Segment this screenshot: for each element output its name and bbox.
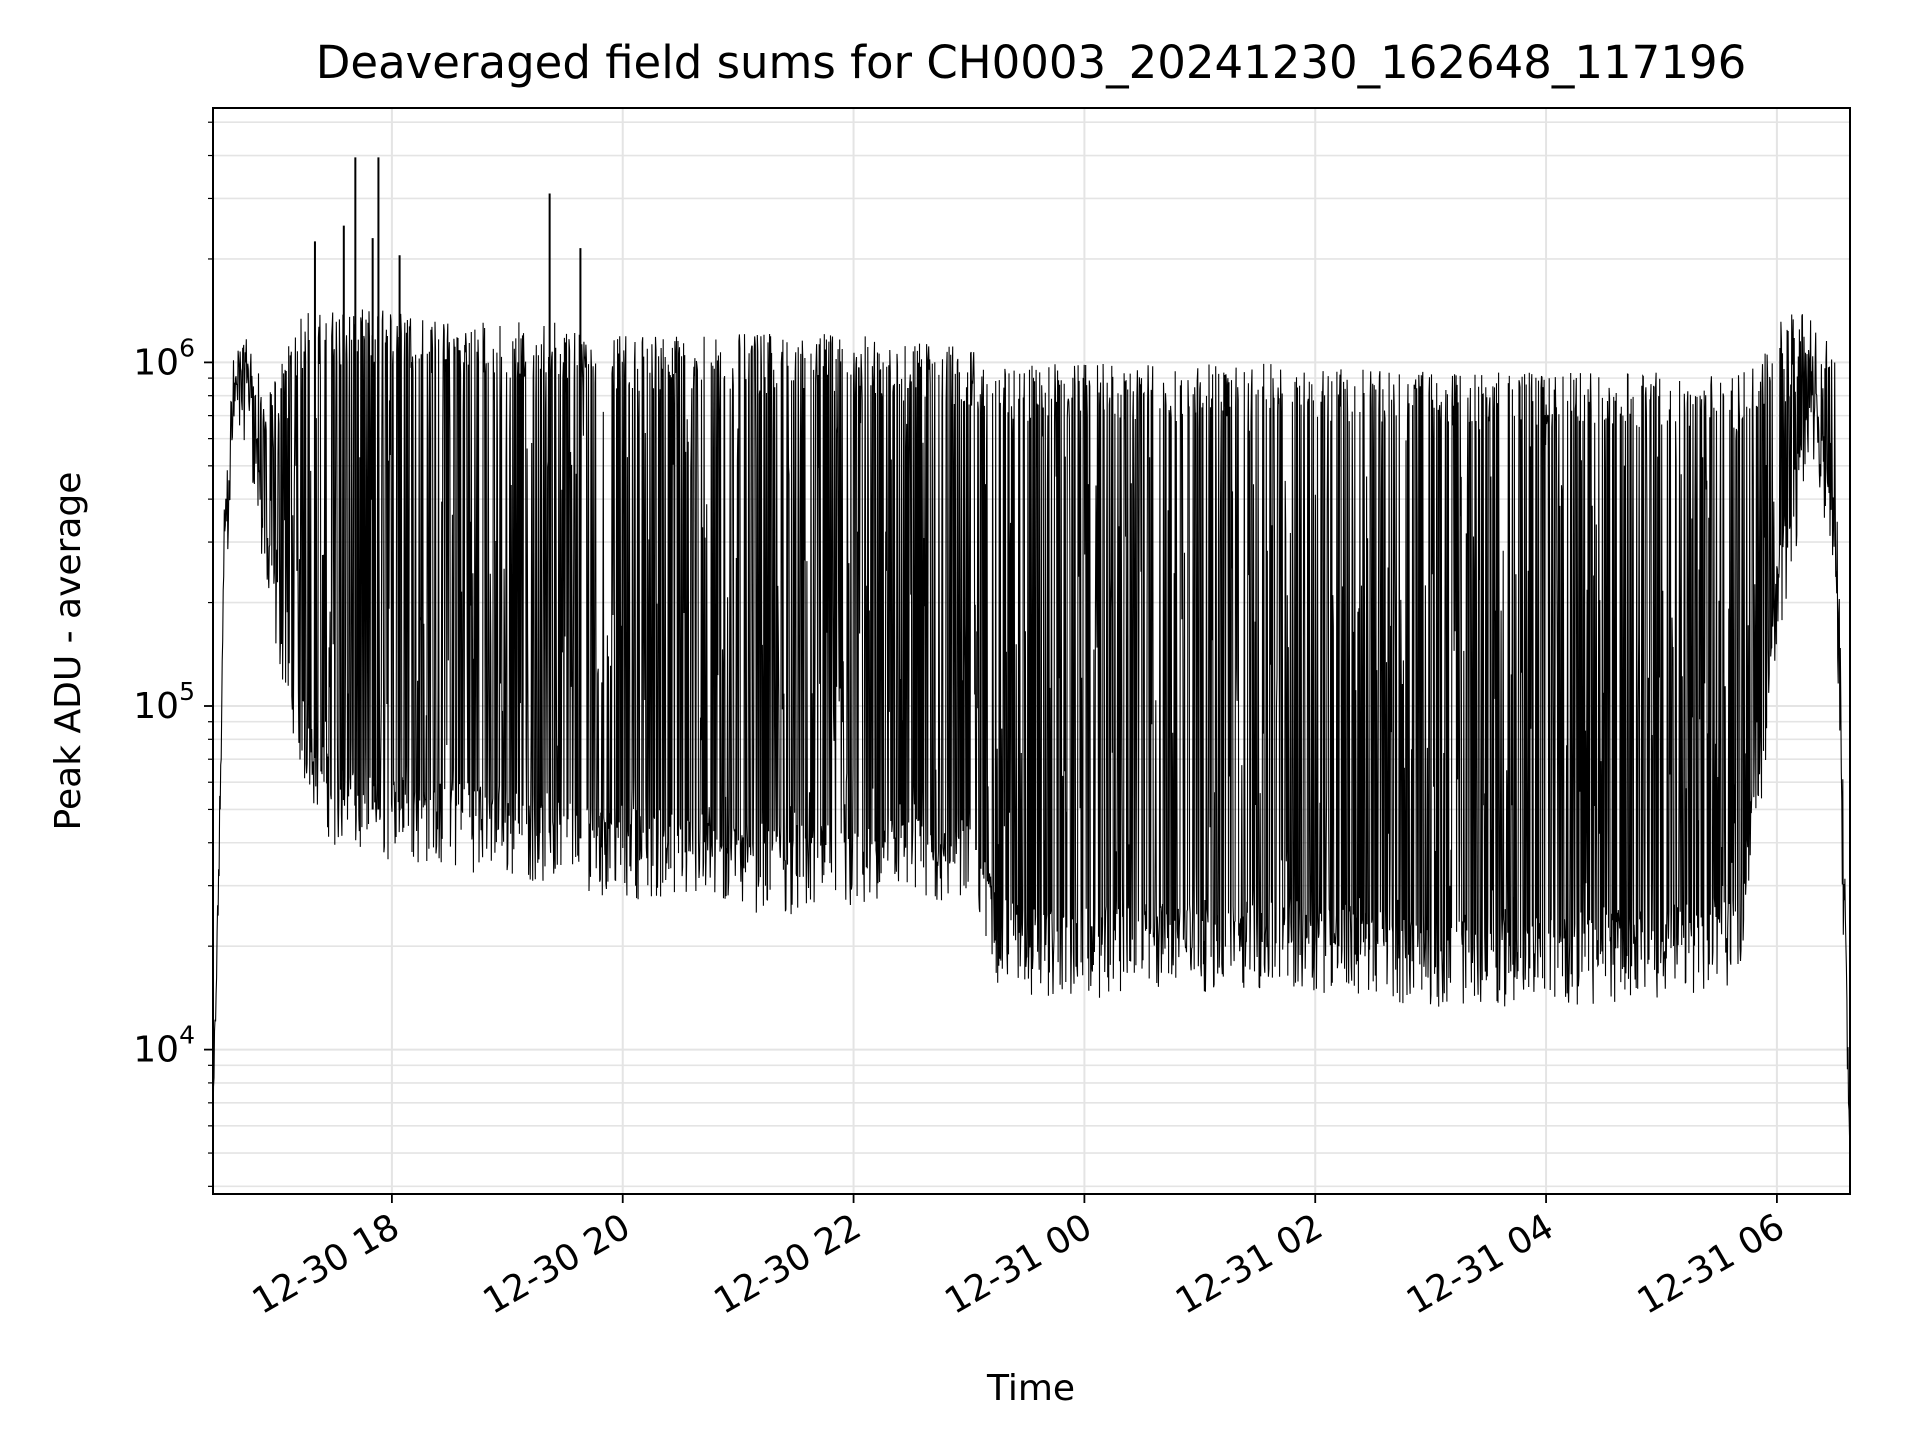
y-tick-label-base: 10 [133,342,179,383]
x-axis-label: Time [986,1368,1075,1409]
y-tick-label-exponent: 6 [179,333,195,362]
y-tick-label: 106 [133,333,195,383]
y-tick-label: 105 [133,677,195,727]
y-tick-label-base: 10 [133,1030,179,1071]
y-tick-label-base: 10 [133,686,179,727]
axes-frame [212,107,1851,1195]
y-axis-label: Peak ADU - average [48,472,89,831]
data-series [213,157,1850,1149]
series-line [213,309,1850,1149]
y-tick-label-exponent: 4 [179,1021,195,1050]
y-tick-label: 104 [133,1021,195,1071]
chart-title: Deaveraged field sums for CH0003_2024123… [316,36,1746,89]
y-tick-label-exponent: 5 [179,677,195,706]
plot-area [213,157,1850,1149]
